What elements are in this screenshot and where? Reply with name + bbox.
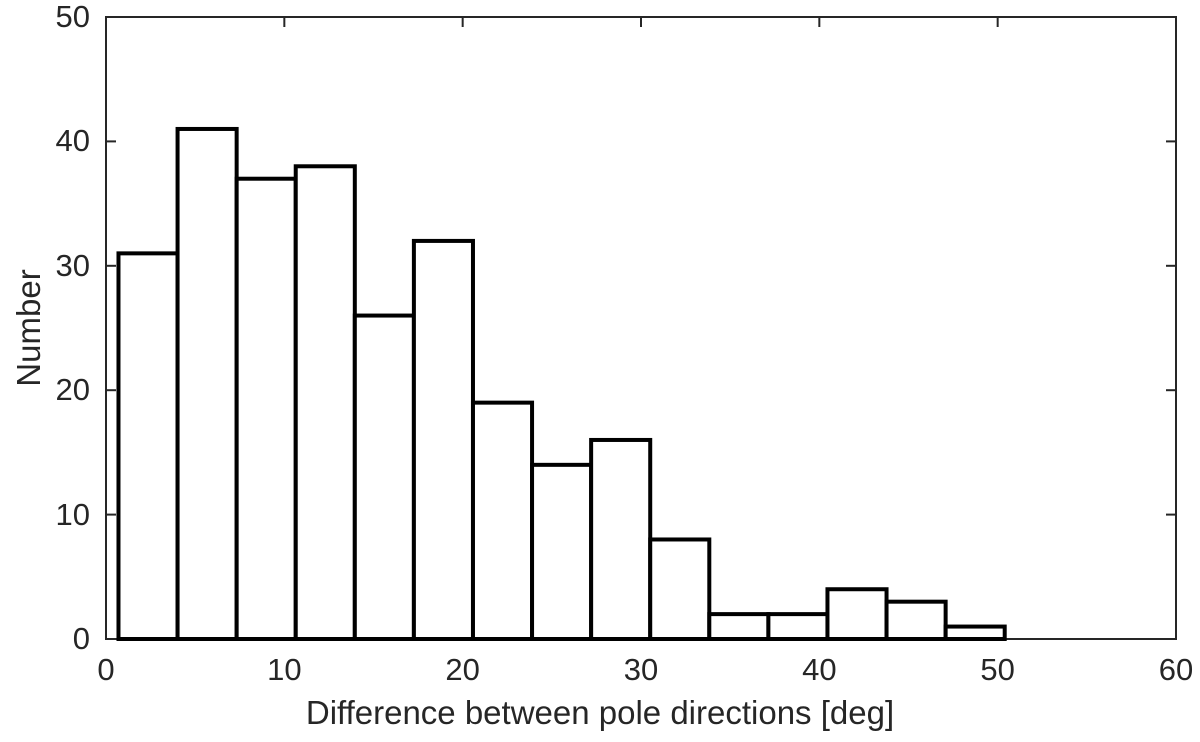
histogram-bar [293, 164, 357, 641]
histogram-bar [943, 624, 1007, 641]
histogram-bar [530, 462, 594, 641]
x-tick-label: 20 [445, 652, 480, 687]
histogram-bar [234, 176, 298, 641]
histogram-bar [352, 313, 416, 641]
y-tick-label: 50 [55, 0, 90, 34]
histogram-bar [825, 587, 889, 641]
x-tick-label: 40 [802, 652, 837, 687]
x-tick-label: 30 [623, 652, 659, 687]
y-tick-label: 10 [55, 496, 90, 532]
histogram-bar [648, 537, 712, 641]
y-tick-label: 40 [55, 123, 90, 159]
y-tick-label: 30 [55, 247, 90, 283]
histogram-bar [470, 400, 535, 642]
x-axis-label: Difference between pole directions [deg] [305, 694, 895, 731]
y-tick-label: 0 [72, 621, 90, 656]
y-axis-label: Number [10, 269, 47, 387]
histogram-bar [116, 251, 180, 642]
histogram-bar [411, 238, 475, 641]
x-tick-label: 0 [97, 652, 115, 687]
histogram-bar [175, 126, 239, 642]
x-tick-label: 10 [267, 652, 302, 687]
histogram-bar [589, 437, 653, 641]
histogram-bar [766, 612, 830, 641]
histogram-bar [707, 612, 771, 641]
x-tick-label: 60 [1158, 652, 1194, 687]
histogram-bar [884, 599, 948, 641]
y-tick-label: 20 [55, 372, 90, 408]
x-tick-label: 50 [980, 652, 1015, 687]
